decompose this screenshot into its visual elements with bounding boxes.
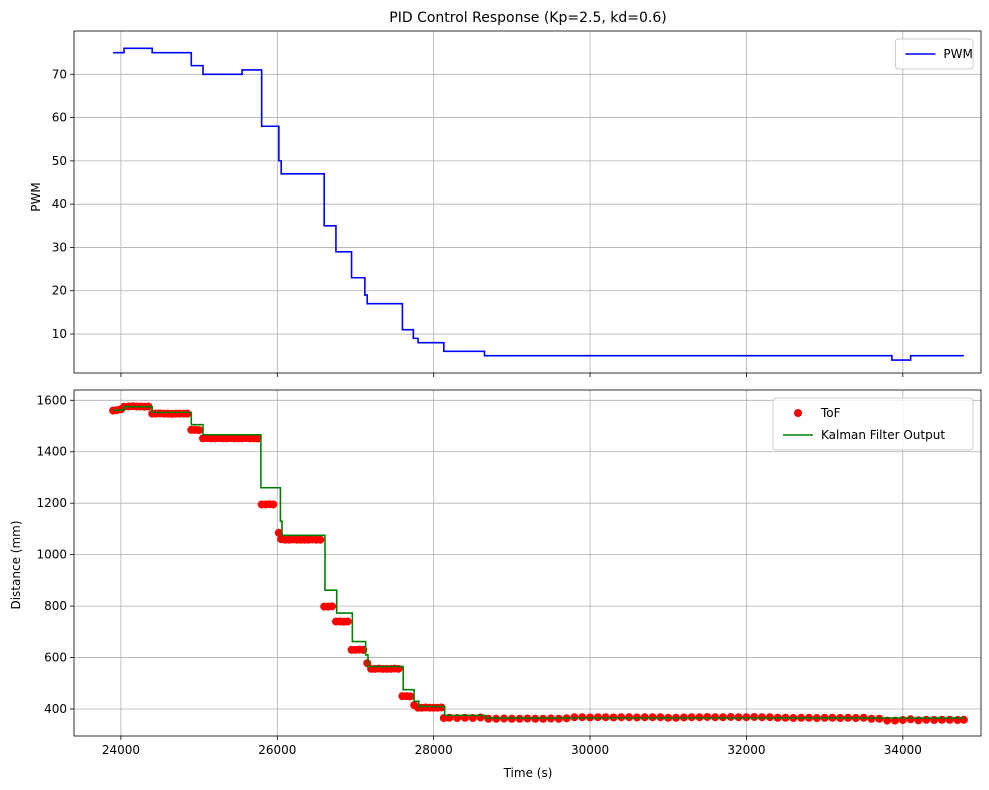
legend-label: PWM xyxy=(943,47,972,61)
kalman-filter-line xyxy=(113,405,965,719)
bottom-y-axis-label: Distance (mm) xyxy=(9,520,23,609)
tof-point xyxy=(937,715,946,724)
legend-box xyxy=(772,397,974,451)
tof-point xyxy=(343,617,352,626)
tof-point xyxy=(703,712,712,721)
y-tick-label: 800 xyxy=(44,599,67,613)
axes-frame xyxy=(73,389,982,737)
tof-point xyxy=(183,409,192,418)
tof-point xyxy=(945,715,954,724)
chart-title: PID Control Response (Kp=2.5, kd=0.6) xyxy=(389,10,666,26)
tof-point xyxy=(906,715,915,724)
x-tick-label: 34000 xyxy=(884,743,922,757)
y-tick-label: 1400 xyxy=(36,445,67,459)
plot-data xyxy=(113,47,964,361)
y-tick-label: 30 xyxy=(52,240,67,254)
legend: ToF Kalman Filter Output xyxy=(772,397,974,451)
y-tick-label: 1000 xyxy=(36,548,67,562)
x-tick-label: 24000 xyxy=(102,743,140,757)
x-tick-label: 32000 xyxy=(727,743,765,757)
top-panel-pwm: 10 20 30 40 50 60 70 PWM xyxy=(52,30,982,377)
y-tick-label: 20 xyxy=(52,284,67,298)
plot-data xyxy=(109,402,968,725)
tof-point xyxy=(406,692,415,701)
y-tick-label: 600 xyxy=(44,651,67,665)
tof-point xyxy=(959,715,968,724)
tof-point xyxy=(437,703,446,712)
tof-point xyxy=(726,712,735,721)
x-tick-label: 26000 xyxy=(258,743,296,757)
tof-point xyxy=(274,528,283,537)
axes-frame xyxy=(73,30,982,374)
y-tick-label: 10 xyxy=(52,327,67,341)
y-tick-label: 400 xyxy=(44,702,67,716)
x-tick-label: 28000 xyxy=(415,743,453,757)
pwm-line xyxy=(113,47,964,361)
tof-point xyxy=(269,500,278,509)
bottom-panel-distance: 24000 26000 28000 30000 32000 34000 400 600 800 1… xyxy=(36,389,982,757)
tof-point xyxy=(253,434,262,443)
y-tick-label: 50 xyxy=(52,154,67,168)
tof-point xyxy=(328,602,337,611)
y-tick-label: 70 xyxy=(52,67,67,81)
top-y-axis-label: PWM xyxy=(29,182,43,211)
bottom-x-axis-label: Time (s) xyxy=(503,766,553,780)
tof-point xyxy=(195,426,204,435)
tof-point xyxy=(750,712,759,721)
legend: PWM xyxy=(894,38,974,70)
y-tick-label: 60 xyxy=(52,111,67,125)
x-tick-label: 30000 xyxy=(571,743,609,757)
legend-marker-tof xyxy=(794,409,802,417)
y-tick-label: 1200 xyxy=(36,496,67,510)
y-tick-label: 40 xyxy=(52,197,67,211)
tof-point xyxy=(922,715,931,724)
legend-label: Kalman Filter Output xyxy=(821,428,945,442)
tof-point xyxy=(316,535,325,544)
legend-label: ToF xyxy=(820,406,841,420)
y-tick-label: 1600 xyxy=(36,393,67,407)
